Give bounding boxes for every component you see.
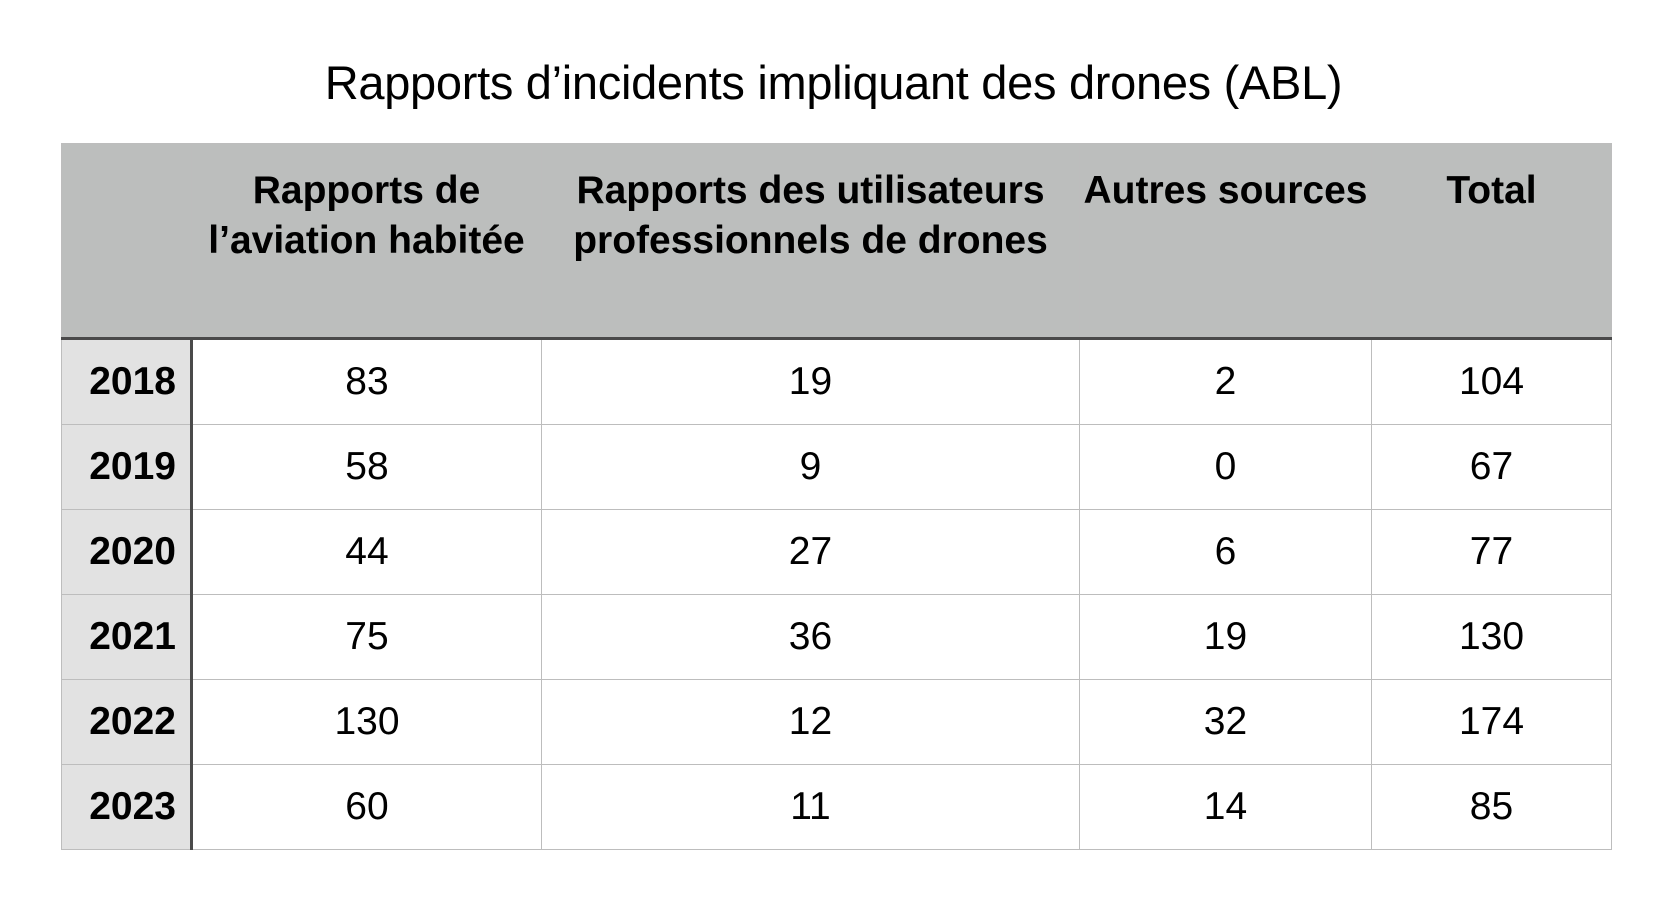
table-row: 2021 75 36 19 130	[61, 594, 1612, 680]
header-manned-aviation: Rapports de l’aviation habitée	[191, 143, 542, 340]
table-row: 2023 60 11 14 85	[61, 764, 1612, 850]
table-title: Rapports d’incidents impliquant des dron…	[324, 56, 1343, 109]
cell-manned-aviation: 60	[191, 764, 542, 850]
row-year: 2022	[61, 679, 193, 765]
cell-other-sources: 0	[1079, 424, 1372, 510]
cell-other-sources: 2	[1079, 338, 1372, 425]
cell-professional-drone-users: 36	[541, 594, 1080, 680]
table-row: 2022 130 12 32 174	[61, 679, 1612, 765]
cell-manned-aviation: 44	[191, 509, 542, 595]
cell-professional-drone-users: 9	[541, 424, 1080, 510]
row-year: 2021	[61, 594, 193, 680]
cell-other-sources: 14	[1079, 764, 1372, 850]
table-row: 2018 83 19 2 104	[61, 338, 1612, 425]
header-other-sources: Autres sources	[1079, 143, 1372, 340]
row-year: 2018	[61, 338, 193, 425]
header-total: Total	[1371, 143, 1612, 340]
cell-total: 85	[1371, 764, 1612, 850]
row-year: 2019	[61, 424, 193, 510]
cell-manned-aviation: 58	[191, 424, 542, 510]
table-row: 2020 44 27 6 77	[61, 509, 1612, 595]
cell-manned-aviation: 75	[191, 594, 542, 680]
row-year: 2020	[61, 509, 193, 595]
cell-professional-drone-users: 12	[541, 679, 1080, 765]
cell-total: 104	[1371, 338, 1612, 425]
cell-total: 77	[1371, 509, 1612, 595]
header-corner-cell	[61, 143, 192, 340]
header-row: Rapports de l’aviation habitée Rapports …	[61, 143, 1612, 340]
cell-other-sources: 32	[1079, 679, 1372, 765]
incident-table: Rapports de l’aviation habitée Rapports …	[61, 143, 1612, 850]
cell-manned-aviation: 130	[191, 679, 542, 765]
header-professional-drone-users: Rapports des utilisateurs professionnels…	[541, 143, 1080, 340]
cell-total: 130	[1371, 594, 1612, 680]
cell-other-sources: 6	[1079, 509, 1372, 595]
cell-manned-aviation: 83	[191, 338, 542, 425]
cell-total: 67	[1371, 424, 1612, 510]
cell-professional-drone-users: 19	[541, 338, 1080, 425]
cell-other-sources: 19	[1079, 594, 1372, 680]
cell-professional-drone-users: 27	[541, 509, 1080, 595]
row-year: 2023	[61, 764, 193, 850]
cell-total: 174	[1371, 679, 1612, 765]
incident-table-container: Rapports de l’aviation habitée Rapports …	[61, 143, 1612, 850]
table-row: 2019 58 9 0 67	[61, 424, 1612, 510]
cell-professional-drone-users: 11	[541, 764, 1080, 850]
